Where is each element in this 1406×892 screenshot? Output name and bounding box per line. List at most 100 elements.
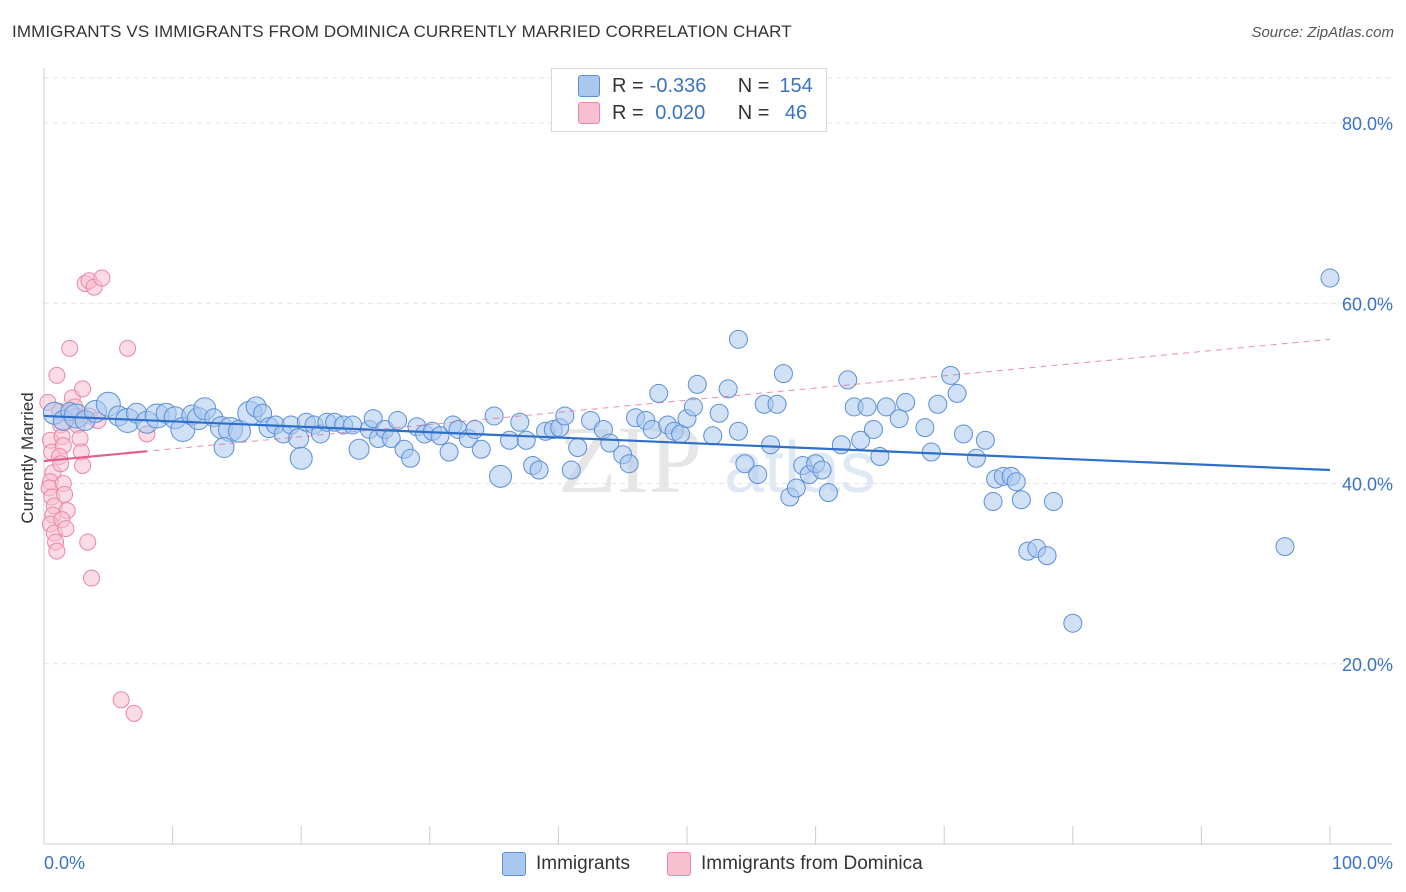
data-point-immigrants: [649, 383, 669, 403]
r-label: R =: [612, 101, 644, 124]
r-value: -0.336: [649, 74, 707, 97]
data-point-immigrants: [439, 442, 459, 462]
data-point-immigrants: [786, 478, 806, 498]
data-point-immigrants: [896, 392, 916, 412]
data-point-immigrants: [568, 437, 588, 457]
data-point-immigrants: [966, 448, 986, 468]
data-point-immigrants: [767, 394, 787, 414]
data-point-immigrants: [465, 419, 485, 439]
y-tick-label: 60.0%: [1342, 294, 1393, 314]
data-point-immigrants: [388, 410, 408, 430]
data-point-immigrants: [1006, 472, 1026, 492]
y-tick-label: 80.0%: [1342, 114, 1393, 134]
data-point-immigrants: [975, 430, 995, 450]
data-point-immigrants: [1044, 492, 1064, 512]
data-point-dominica: [57, 520, 75, 538]
data-point-immigrants: [555, 406, 575, 426]
series-legend: Immigrants Immigrants from Dominica: [0, 852, 1406, 878]
data-point-immigrants: [983, 492, 1003, 512]
series-immigrants-points: [42, 268, 1340, 633]
n-label: N =: [737, 74, 770, 97]
data-point-immigrants: [863, 419, 883, 439]
data-point-immigrants: [718, 379, 738, 399]
legend-item-dominica[interactable]: Immigrants from Dominica: [667, 852, 923, 876]
data-point-immigrants: [703, 426, 723, 446]
data-point-immigrants: [889, 409, 909, 429]
data-point-immigrants: [728, 329, 748, 349]
data-point-immigrants: [1275, 537, 1295, 557]
data-point-immigrants: [401, 448, 421, 468]
legend-swatch-blue: [502, 852, 526, 876]
data-point-dominica: [48, 366, 66, 384]
data-point-immigrants: [709, 403, 729, 423]
data-point-immigrants: [773, 364, 793, 384]
data-point-immigrants: [484, 406, 504, 426]
x-tick-label: 0.0%: [44, 853, 85, 873]
data-point-immigrants: [489, 464, 513, 488]
data-point-immigrants: [928, 394, 948, 414]
data-point-immigrants: [348, 438, 370, 460]
data-point-immigrants: [471, 439, 491, 459]
data-point-immigrants: [812, 460, 832, 480]
data-point-dominica: [61, 339, 79, 357]
trend-line-immigrants: [43, 414, 1331, 472]
series-dominica-points: [39, 269, 156, 722]
data-point-immigrants: [516, 430, 536, 450]
n-value: 46: [779, 101, 808, 124]
tick-labels: 20.0% 40.0% 60.0% 80.0% 0.0% 100.0%: [44, 114, 1393, 873]
data-point-immigrants: [619, 454, 639, 474]
data-point-immigrants: [1320, 268, 1340, 288]
data-point-dominica: [83, 569, 101, 587]
trend-line-dominica: [43, 450, 147, 463]
data-point-immigrants: [1037, 546, 1057, 566]
grid-lines: [44, 77, 1392, 665]
data-point-immigrants: [941, 365, 961, 385]
n-label: N =: [737, 101, 770, 124]
data-point-immigrants: [818, 483, 838, 503]
data-point-dominica: [79, 533, 97, 551]
data-point-immigrants: [857, 397, 877, 417]
data-point-immigrants: [561, 460, 581, 480]
data-point-immigrants: [343, 415, 363, 435]
legend-item-immigrants[interactable]: Immigrants: [502, 852, 630, 876]
legend-swatch-blue: [578, 75, 600, 97]
legend-swatch-pink: [578, 102, 600, 124]
r-value: 0.020: [649, 101, 706, 124]
data-point-immigrants: [748, 465, 768, 485]
trend-lines: [43, 338, 1331, 472]
legend-row-immigrants: R = -0.336 N = 154: [578, 73, 813, 99]
r-label: R =: [612, 74, 644, 97]
legend-row-dominica: R = 0.020 N = 46: [578, 100, 807, 126]
source-credit: Source: ZipAtlas.com: [1251, 24, 1394, 41]
data-point-immigrants: [953, 424, 973, 444]
data-point-immigrants: [735, 454, 755, 474]
data-point-immigrants: [529, 460, 549, 480]
data-point-immigrants: [947, 383, 967, 403]
data-point-dominica: [74, 380, 92, 398]
axes: [43, 68, 1392, 845]
data-point-dominica: [56, 485, 74, 503]
data-point-immigrants: [876, 397, 896, 417]
data-point-immigrants: [687, 374, 707, 394]
y-axis-label: Currently Married: [18, 392, 37, 523]
data-point-immigrants: [213, 436, 235, 458]
data-point-dominica: [125, 704, 143, 722]
legend-label: Immigrants: [536, 853, 630, 874]
data-point-dominica: [93, 269, 111, 287]
y-tick-label: 40.0%: [1342, 475, 1393, 495]
data-point-immigrants: [430, 426, 450, 446]
legend-swatch-pink: [667, 852, 691, 876]
data-point-immigrants: [831, 435, 851, 455]
data-point-immigrants: [761, 435, 781, 455]
data-point-dominica: [112, 691, 130, 709]
legend-label: Immigrants from Dominica: [701, 853, 923, 874]
data-point-immigrants: [1011, 490, 1031, 510]
x-tick-label: 100.0%: [1332, 853, 1393, 873]
data-point-immigrants: [915, 418, 935, 438]
data-point-immigrants: [728, 421, 748, 441]
data-point-immigrants: [683, 397, 703, 417]
data-point-dominica: [48, 542, 66, 560]
data-point-immigrants: [289, 446, 313, 470]
data-point-immigrants: [1063, 613, 1083, 633]
